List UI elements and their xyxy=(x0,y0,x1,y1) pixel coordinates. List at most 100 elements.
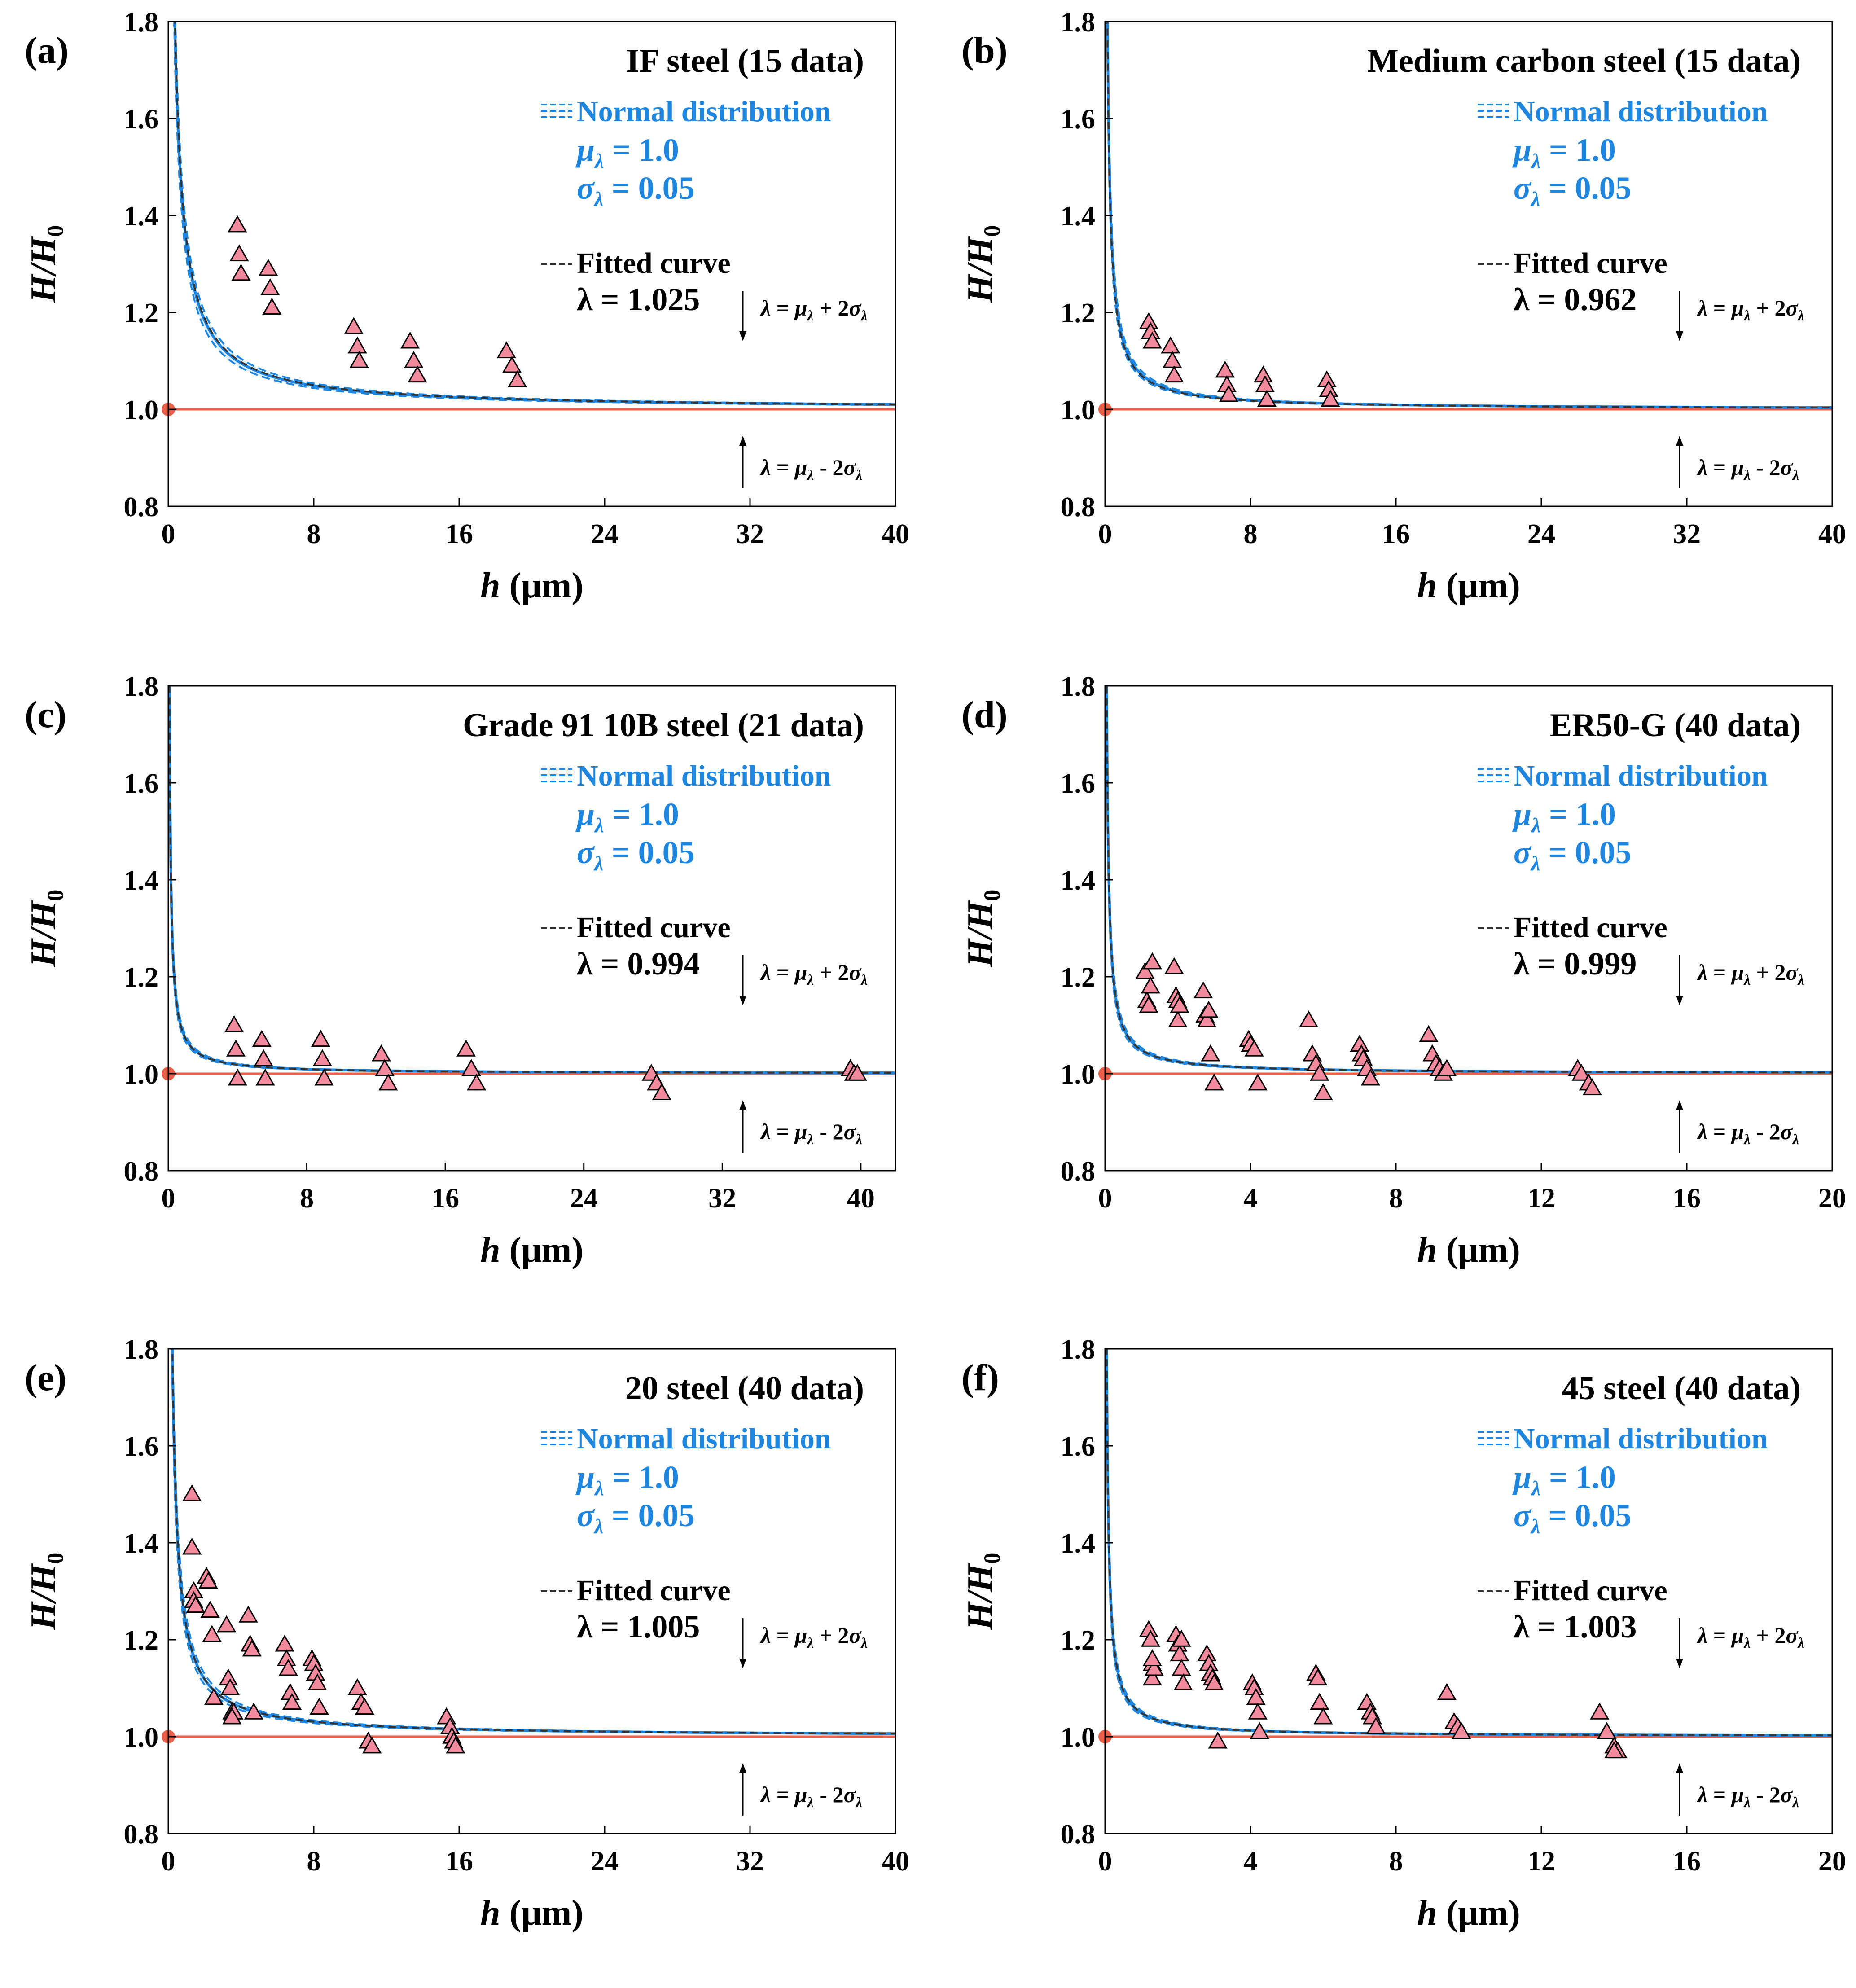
panel-title: 45 steel (40 data) xyxy=(1562,1370,1801,1407)
legend-fitted-label: Fitted curve xyxy=(577,1574,731,1607)
data-point xyxy=(309,1698,329,1715)
y-tick-label: 1.8 xyxy=(1061,7,1096,38)
plot-area xyxy=(168,1349,895,1754)
upper-band-label: λ = μλ + 2σλ xyxy=(1697,1623,1804,1651)
y-tick-label: 1.2 xyxy=(1061,1625,1096,1656)
legend-mu: μλ = 1.0 xyxy=(1512,132,1616,173)
data-point xyxy=(456,1039,476,1057)
arrow-up-head xyxy=(739,1100,746,1110)
data-points xyxy=(1139,312,1340,407)
y-tick-label: 0.8 xyxy=(124,1156,159,1187)
x-tick-label: 16 xyxy=(1673,1183,1701,1214)
panel-f: 0.8 1.0 1.2 1.4 1.6 1.8 0 4 8 12 16 20 h (μm) H/H0 (f)… xyxy=(961,1334,1846,1933)
data-point xyxy=(182,1484,202,1501)
arrow-down-head xyxy=(1676,1659,1683,1668)
x-tick-label: 0 xyxy=(162,519,176,549)
data-point xyxy=(375,1059,395,1076)
legend-mu: μλ = 1.0 xyxy=(575,796,679,837)
data-point xyxy=(1142,952,1162,970)
data-point xyxy=(1164,957,1184,974)
legend-mu: μλ = 1.0 xyxy=(1512,1459,1616,1500)
panel-title: Grade 91 10B steel (21 data) xyxy=(463,707,864,744)
lower-band-annotation: λ = μλ - 2σλ xyxy=(1676,1100,1799,1153)
panel-d: 0.8 1.0 1.2 1.4 1.6 1.8 0 4 8 12 16 20 h (μm) H/H0 (d)… xyxy=(961,671,1846,1270)
data-point xyxy=(371,1044,391,1062)
data-point xyxy=(446,1736,465,1754)
x-tick-label: 8 xyxy=(307,1846,321,1877)
data-point xyxy=(1246,1688,1266,1705)
data-point xyxy=(186,1596,206,1613)
y-tick-label: 0.8 xyxy=(124,1819,159,1850)
upper-band-label: λ = μλ + 2σλ xyxy=(1697,295,1804,324)
arrow-down-head xyxy=(1676,996,1683,1005)
fitted-curve xyxy=(171,1349,895,1735)
data-points xyxy=(1135,952,1602,1100)
data-point xyxy=(1215,360,1235,378)
y-tick-label: 1.4 xyxy=(124,865,159,896)
legend-normal-label: Normal distribution xyxy=(577,95,831,128)
data-point xyxy=(349,351,369,368)
arrow-down-head xyxy=(739,1659,746,1668)
arrow-up-head xyxy=(739,1763,746,1773)
x-tick-label: 16 xyxy=(445,1846,473,1877)
fitted-lambda-value: λ = 1.025 xyxy=(577,281,700,317)
y-axis-label: H/H0 xyxy=(961,1553,1005,1631)
x-tick-label: 16 xyxy=(445,519,473,549)
x-tick-label: 40 xyxy=(882,1846,909,1877)
arrow-up-head xyxy=(739,436,746,446)
panel-label: (f) xyxy=(961,1357,999,1399)
data-point xyxy=(217,1615,237,1633)
arrow-up-head xyxy=(1676,1763,1683,1773)
axes-frame xyxy=(1104,685,1833,1172)
upper-band-label: λ = μλ + 2σλ xyxy=(760,960,868,988)
upper-band-annotation: λ = μλ + 2σλ xyxy=(739,1618,868,1668)
data-point xyxy=(202,1625,222,1642)
data-point xyxy=(275,1634,294,1652)
data-point xyxy=(1193,981,1213,999)
data-point xyxy=(1257,390,1277,407)
x-axis-label: h (μm) xyxy=(1417,1230,1520,1270)
data-point xyxy=(408,365,427,383)
data-point xyxy=(254,1049,273,1066)
y-axis-label: H/H0 xyxy=(961,890,1005,968)
x-tick-label: 40 xyxy=(1818,519,1846,549)
legend-fitted-label: Fitted curve xyxy=(1514,1574,1667,1607)
data-point xyxy=(224,1015,244,1032)
y-tick-label: 0.8 xyxy=(124,492,159,522)
y-tick-label: 1.2 xyxy=(1061,298,1096,329)
data-point xyxy=(1313,1707,1333,1725)
data-point xyxy=(362,1736,382,1754)
y-tick-label: 1.8 xyxy=(124,671,159,702)
data-point xyxy=(200,1601,220,1618)
upper-bound-curve xyxy=(174,22,895,405)
data-point xyxy=(1142,1649,1162,1666)
data-point xyxy=(496,341,516,359)
data-point xyxy=(1604,1741,1624,1759)
data-point xyxy=(220,1678,240,1695)
x-tick-label: 8 xyxy=(307,519,321,549)
data-point xyxy=(1142,1668,1162,1686)
panel-label: (c) xyxy=(25,694,66,736)
data-points xyxy=(182,1484,465,1754)
legend-fitted-label: Fitted curve xyxy=(577,247,731,280)
axes-frame xyxy=(167,1348,896,1834)
x-tick-label: 40 xyxy=(882,519,909,549)
data-point xyxy=(347,336,367,354)
plot-area xyxy=(1105,22,1832,411)
legend-sigma: σλ = 0.05 xyxy=(577,1497,695,1538)
data-point xyxy=(1204,1073,1224,1091)
data-point xyxy=(1437,1683,1457,1700)
data-point xyxy=(1590,1702,1610,1720)
data-point xyxy=(1172,1659,1191,1676)
data-point xyxy=(1571,1063,1591,1081)
data-point xyxy=(242,1639,262,1657)
arrow-down-head xyxy=(739,996,746,1005)
y-tick-label: 1.0 xyxy=(1061,1059,1096,1090)
legend-normal-distribution: Normal distribution μλ = 1.0σλ = 0.05 xyxy=(1478,759,1768,875)
data-point xyxy=(228,215,247,233)
y-tick-label: 1.8 xyxy=(1061,671,1096,702)
legend-normal-distribution: Normal distribution μλ = 1.0σλ = 0.05 xyxy=(1478,1422,1768,1538)
